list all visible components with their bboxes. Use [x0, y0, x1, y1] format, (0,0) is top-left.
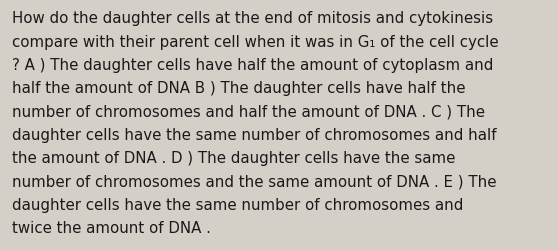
Text: ? A ) The daughter cells have half the amount of cytoplasm and: ? A ) The daughter cells have half the a… [12, 58, 494, 73]
Text: daughter cells have the same number of chromosomes and: daughter cells have the same number of c… [12, 197, 464, 212]
Text: twice the amount of DNA .: twice the amount of DNA . [12, 220, 211, 236]
Text: half the amount of DNA B ) The daughter cells have half the: half the amount of DNA B ) The daughter … [12, 81, 466, 96]
Text: compare with their parent cell when it was in G₁ of the cell cycle: compare with their parent cell when it w… [12, 34, 499, 50]
Text: daughter cells have the same number of chromosomes and half: daughter cells have the same number of c… [12, 128, 497, 142]
Text: the amount of DNA . D ) The daughter cells have the same: the amount of DNA . D ) The daughter cel… [12, 151, 456, 166]
Text: How do the daughter cells at the end of mitosis and cytokinesis: How do the daughter cells at the end of … [12, 11, 493, 26]
Text: number of chromosomes and the same amount of DNA . E ) The: number of chromosomes and the same amoun… [12, 174, 497, 189]
Text: number of chromosomes and half the amount of DNA . C ) The: number of chromosomes and half the amoun… [12, 104, 485, 119]
